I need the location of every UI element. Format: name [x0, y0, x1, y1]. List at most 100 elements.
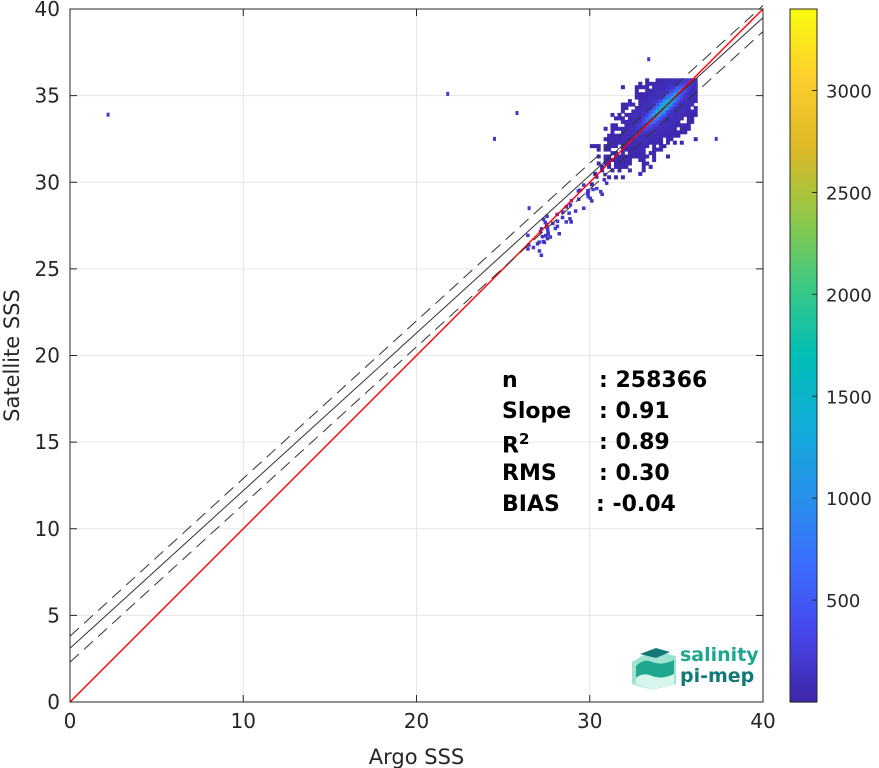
- density-cell: [607, 175, 612, 180]
- density-cell: [676, 88, 681, 93]
- density-cell: [672, 133, 677, 138]
- colorbar-segment: [790, 395, 817, 403]
- density-cell: [614, 126, 618, 131]
- density-cell: [662, 112, 667, 117]
- density-cell: [690, 112, 695, 117]
- density-cell: [662, 119, 667, 124]
- density-cell: [683, 99, 688, 104]
- colorbar-segment: [790, 465, 817, 472]
- density-cell: [659, 106, 664, 110]
- density-cell: [600, 192, 604, 197]
- density-cell: [686, 88, 691, 93]
- colorbar-segment: [790, 580, 817, 588]
- density-cell: [645, 88, 650, 93]
- density-cell: [617, 168, 622, 173]
- colorbar-segment: [790, 176, 817, 183]
- density-cell: [672, 78, 677, 83]
- density-cell: [526, 233, 530, 238]
- density-cell: [541, 239, 545, 244]
- density-cell: [669, 81, 674, 86]
- colorbar-segment: [790, 182, 817, 189]
- density-cell: [586, 194, 590, 199]
- density-cell: [690, 119, 695, 124]
- colorbar-segment: [790, 609, 817, 616]
- density-cell: [627, 168, 632, 173]
- density-cell: [666, 126, 670, 131]
- density-cell: [627, 133, 632, 138]
- colorbar-segment: [790, 32, 817, 39]
- density-cell: [662, 102, 667, 107]
- density-cell: [614, 164, 618, 169]
- density-cell: [679, 140, 684, 145]
- y-tick-label: 10: [35, 517, 60, 541]
- density-cell: [548, 235, 553, 239]
- stat-value: : -0.04: [596, 492, 676, 517]
- colorbar-segment: [790, 626, 817, 634]
- density-cell: [620, 116, 625, 121]
- density-cell: [634, 119, 639, 124]
- density-cell: [652, 95, 657, 100]
- colorbar-segment: [790, 320, 817, 328]
- colorbar-segment: [790, 621, 817, 628]
- density-cell: [679, 112, 684, 117]
- density-cell: [624, 123, 629, 128]
- density-cell: [662, 144, 667, 149]
- density-cell: [672, 85, 677, 90]
- density-cell: [641, 85, 646, 90]
- colorbar-segment: [790, 257, 817, 264]
- colorbar-segment: [790, 661, 817, 668]
- regression-line: [69, 17, 764, 649]
- density-cell: [607, 133, 612, 138]
- density-cell: [679, 81, 684, 86]
- density-cell: [669, 130, 674, 135]
- density-cell: [686, 126, 691, 131]
- density-cell: [641, 158, 646, 162]
- colorbar-segment: [790, 632, 817, 640]
- density-cell: [683, 88, 688, 93]
- colorbar-segment: [790, 193, 817, 201]
- density-cell: [672, 88, 677, 93]
- density-cell: [672, 126, 677, 131]
- density-cell: [603, 144, 608, 149]
- colorbar-segment: [790, 430, 817, 437]
- density-cell: [546, 230, 550, 234]
- density-cell: [659, 140, 664, 145]
- density-cell: [676, 85, 681, 90]
- density-cell: [641, 123, 646, 128]
- colorbar-segment: [790, 459, 817, 466]
- logo-text: salinity pi-mep: [680, 645, 759, 687]
- density-cell: [641, 161, 646, 166]
- x-tick-label: 40: [750, 709, 775, 733]
- stat-label: BIAS: [502, 492, 560, 517]
- density-cell: [645, 78, 650, 83]
- density-cell: [659, 85, 664, 90]
- density-cell: [620, 161, 625, 166]
- colorbar-segment: [790, 407, 817, 414]
- colorbar-segment: [790, 494, 817, 501]
- density-cell: [614, 144, 618, 149]
- density-cell: [686, 109, 691, 114]
- colorbar-segment: [790, 78, 817, 85]
- y-tick-label: 25: [35, 257, 60, 281]
- outlier-point: [446, 91, 450, 96]
- density-cell: [659, 116, 664, 121]
- density-cell: [627, 154, 632, 159]
- y-tick-label: 15: [35, 430, 60, 454]
- density-cell: [669, 119, 674, 124]
- density-cell: [666, 95, 670, 100]
- colorbar-segment: [790, 638, 817, 645]
- density-cell: [591, 187, 595, 192]
- colorbar-segment: [790, 528, 817, 536]
- colorbar-segment: [790, 136, 817, 143]
- density-cell: [659, 99, 664, 104]
- density-cell: [557, 232, 561, 236]
- colorbar-segment: [790, 488, 817, 495]
- colorbar-segment: [790, 153, 817, 160]
- density-cell: [693, 81, 698, 86]
- density-cell: [631, 130, 636, 135]
- density-cell: [659, 147, 664, 152]
- density-cell: [679, 92, 684, 97]
- density-cell: [679, 123, 684, 128]
- density-cell: [659, 81, 664, 86]
- colorbar-segment: [790, 188, 817, 195]
